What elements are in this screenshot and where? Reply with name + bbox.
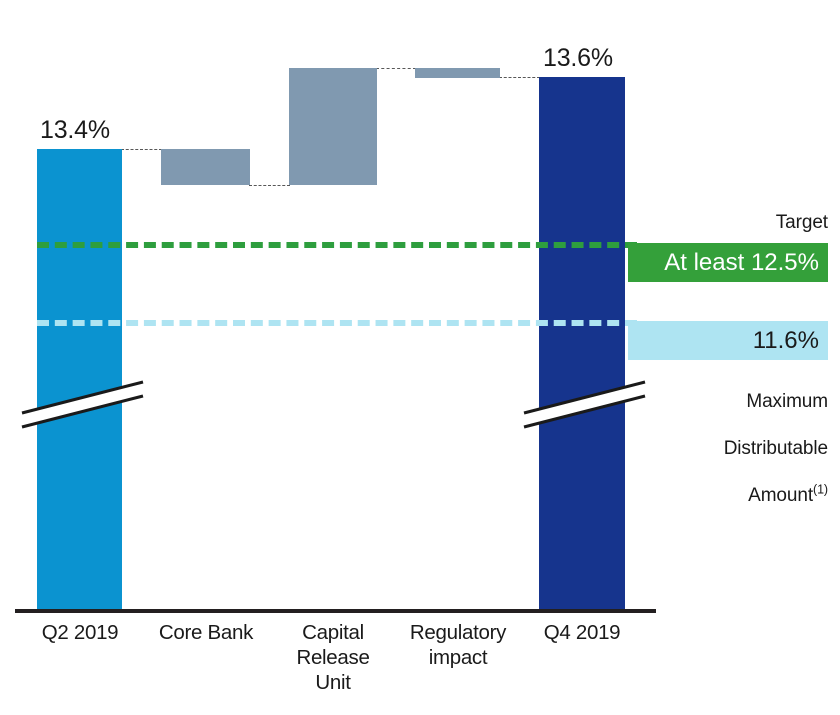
target-value-box: At least 12.5% [628,243,828,282]
connector-q2-to-core-bank [121,149,162,150]
mda-caption-line-3: Amount(1) [628,482,828,508]
mda-value-box: 11.6% [628,321,828,360]
value-label-q4-2019: 13.6% [543,44,613,72]
mda-caption-line-2: Distributable [723,437,828,459]
target-reference-line [37,242,637,248]
bar-q2-2019 [37,149,122,611]
connector-cru-to-regulatory [376,68,416,69]
target-caption: Target [775,212,828,233]
mda-reference-line [37,320,637,326]
bar-regulatory-impact [415,68,500,78]
x-axis-label-capital-release-unit: Capital Release Unit [296,621,370,694]
target-value-text: At least 12.5% [664,248,819,276]
footnote-marker: (1) [813,482,828,497]
mda-caption-line-1: Maximum [746,390,828,412]
value-label-q2-2019: 13.4% [40,116,110,144]
connector-core-bank-to-cru [249,185,290,186]
bar-core-bank [161,149,250,185]
x-axis-label-q4-2019: Q4 2019 [543,621,621,644]
x-axis-label-regulatory-impact: Regulatory impact [409,621,507,669]
x-axis-label-core-bank: Core Bank [158,621,254,644]
connector-regulatory-to-q4 [499,77,540,78]
x-axis-line [15,609,656,613]
mda-value-text: 11.6% [752,326,819,354]
x-axis-label-q2-2019: Q2 2019 [41,621,119,644]
mda-caption-line-3-text: Amount [748,484,814,506]
bar-q4-2019 [539,77,625,611]
mda-caption: Maximum Distributable Amount(1) [628,366,828,531]
bar-capital-release-unit [289,68,377,185]
